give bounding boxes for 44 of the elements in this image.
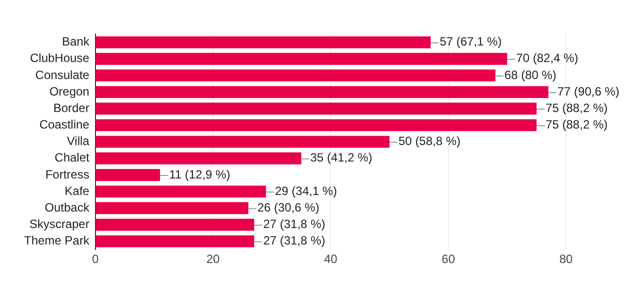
data-label: 11 (12,9 %) <box>169 167 230 182</box>
bar <box>96 202 248 214</box>
bar <box>96 235 254 248</box>
data-label: 50 (58,8 %) <box>398 134 461 148</box>
x-tick-label: 20 <box>206 252 220 266</box>
bar <box>96 86 548 98</box>
y-tick-label: Bank <box>62 34 90 49</box>
bar <box>96 102 537 115</box>
y-tick-label: ClubHouse <box>30 51 90 66</box>
y-tick-label: Villa <box>66 134 90 148</box>
y-tick-label: Oregon <box>49 84 90 98</box>
y-tick-label: Kafe <box>64 184 90 198</box>
data-label: 27 (31,8 %) <box>263 217 326 232</box>
y-tick-label: Fortress <box>45 167 90 182</box>
data-label: 57 (67,1 %) <box>440 34 502 49</box>
bar <box>96 119 537 132</box>
y-tick-label: Chalet <box>54 150 90 165</box>
data-label: 75 (88,2 %) <box>546 118 608 132</box>
data-label: 68 (80 %) <box>504 68 556 82</box>
x-tick-label: 40 <box>324 252 338 266</box>
bar <box>96 186 266 198</box>
data-label: 26 (30,6 %) <box>257 200 320 214</box>
data-label: 70 (82,4 %) <box>516 51 578 66</box>
bar <box>96 52 508 65</box>
y-tick-label: Outback <box>44 200 90 214</box>
x-tick-label: 60 <box>442 252 456 266</box>
bar <box>96 218 254 231</box>
bar <box>96 169 160 181</box>
y-tick-label: Consulate <box>35 68 90 82</box>
data-label: 75 (88,2 %) <box>546 100 608 115</box>
data-label: 29 (34,1 %) <box>274 184 338 198</box>
y-tick-label: Coastline <box>39 118 90 132</box>
bar <box>96 152 302 164</box>
bar <box>96 36 431 48</box>
bar <box>96 136 390 148</box>
bar <box>96 69 496 82</box>
x-tick-label: 80 <box>559 252 573 266</box>
data-label: 27 (31,8 %) <box>263 234 326 248</box>
y-tick-label: Skyscraper <box>29 217 90 232</box>
y-tick-label: Theme Park <box>24 234 90 248</box>
data-label: 35 (41,2 %) <box>310 150 372 165</box>
y-tick-label: Border <box>53 100 90 115</box>
x-tick-label: 0 <box>92 252 100 266</box>
data-label: 77 (90,6 %) <box>557 84 620 98</box>
